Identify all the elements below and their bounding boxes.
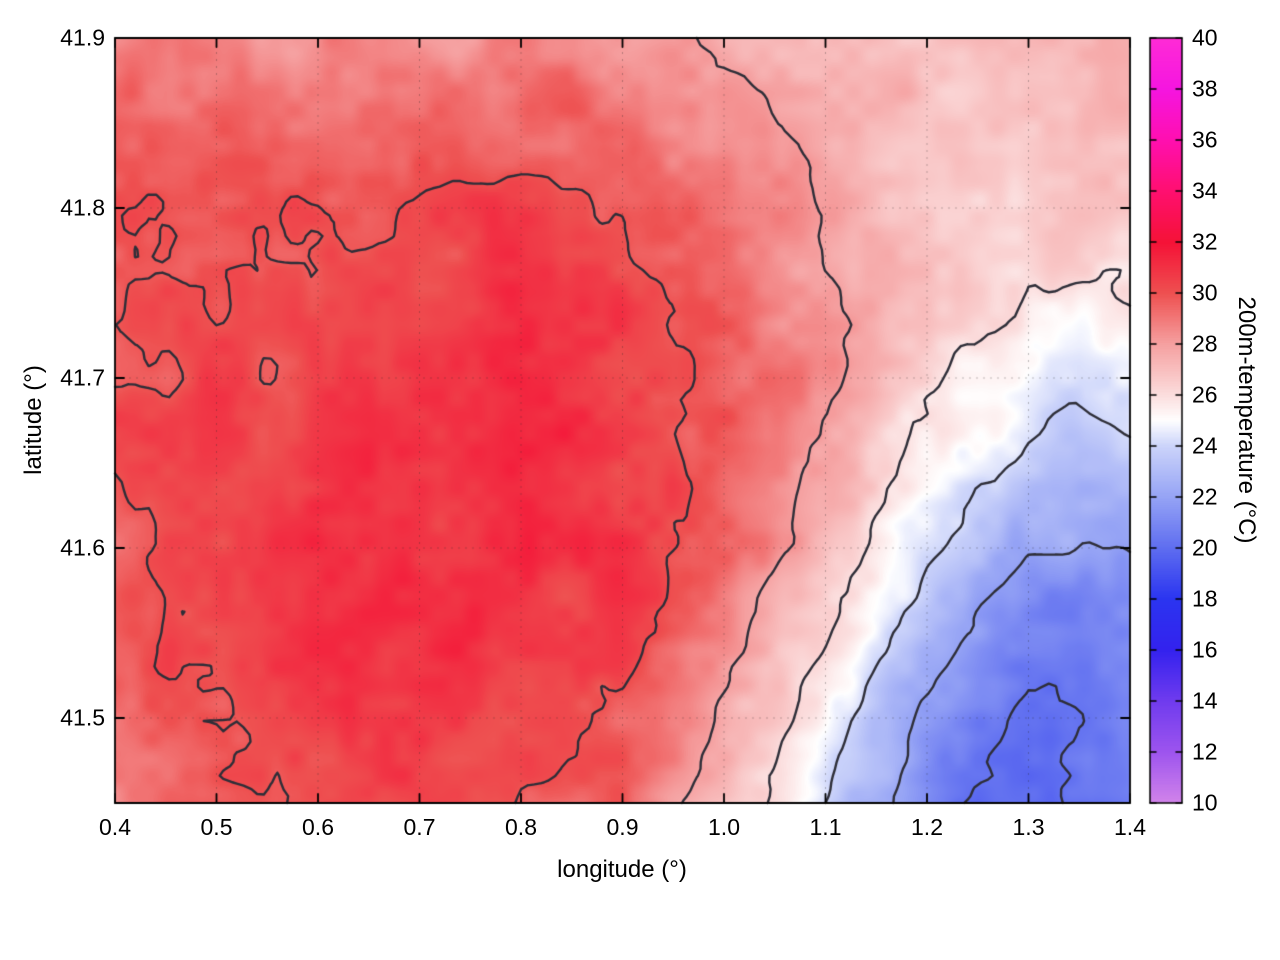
x-tick-label: 0.8	[505, 814, 537, 840]
x-tick-label: 1.3	[1012, 814, 1045, 840]
y-axis-label: latitude (°)	[20, 365, 47, 475]
colorbar-tick-label: 32	[1192, 228, 1218, 255]
colorbar-tick-label: 36	[1192, 126, 1218, 153]
x-tick-label: 0.6	[302, 814, 334, 840]
x-tick-label: 0.4	[99, 814, 131, 840]
colorbar-tick-label: 16	[1192, 636, 1218, 663]
colorbar-tick-label: 38	[1192, 75, 1218, 102]
colorbar-tick-label: 10	[1192, 789, 1218, 816]
x-tick-label: 1.1	[809, 814, 842, 840]
colorbar-tick-label: 18	[1192, 585, 1218, 612]
x-tick-label: 1.4	[1114, 814, 1146, 840]
x-tick-label: 1.0	[708, 814, 740, 840]
y-tick-label: 41.9	[60, 24, 105, 51]
colorbar-tick-label: 28	[1192, 330, 1218, 357]
colorbar-label: 200m-temperature (°C)	[1233, 296, 1260, 544]
colorbar-tick-label: 20	[1192, 534, 1218, 561]
colorbar-tick-label: 34	[1192, 177, 1218, 204]
x-tick-label: 0.7	[403, 814, 436, 840]
colorbar-tick-label: 26	[1192, 381, 1218, 408]
y-tick-label: 41.8	[60, 194, 105, 221]
colorbar-tick-label: 14	[1192, 687, 1218, 714]
colorbar-tick-label: 30	[1192, 279, 1218, 306]
y-tick-label: 41.7	[60, 364, 105, 391]
x-tick-label: 0.9	[606, 814, 639, 840]
colorbar-tick-label: 22	[1192, 483, 1218, 510]
x-tick-label: 0.5	[200, 814, 233, 840]
colorbar-tick-label: 40	[1192, 24, 1218, 51]
y-tick-label: 41.5	[60, 704, 105, 731]
x-tick-label: 1.2	[911, 814, 943, 840]
x-axis-label: longitude (°)	[557, 856, 687, 883]
y-tick-label: 41.6	[60, 534, 105, 561]
colorbar-tick-label: 12	[1192, 738, 1218, 765]
colorbar-tick-label: 24	[1192, 432, 1218, 459]
